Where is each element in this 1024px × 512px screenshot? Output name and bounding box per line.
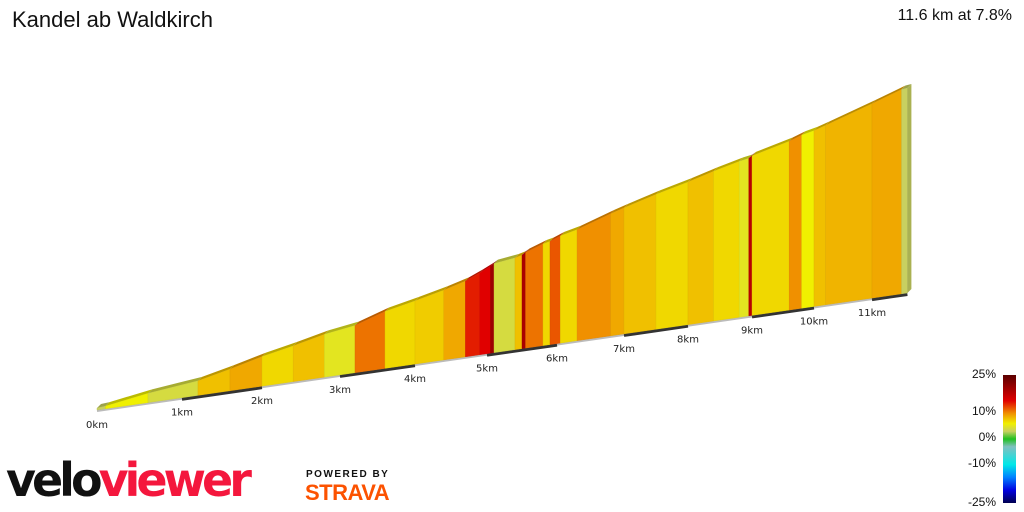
- profile-segment: [713, 161, 740, 322]
- segment-top-face: [324, 321, 359, 335]
- profile-segment: [261, 345, 294, 387]
- profile-segment: [465, 272, 480, 358]
- profile-segment: [801, 130, 815, 309]
- scale-label-0: 0%: [978, 430, 996, 444]
- segment-top-face: [543, 237, 554, 244]
- segment-top-face: [624, 190, 660, 208]
- profile-segment: [748, 155, 753, 317]
- segment-top-face: [752, 137, 794, 156]
- segment-top-face: [293, 330, 329, 346]
- profile-segment: [493, 257, 516, 353]
- km-band: [339, 364, 416, 378]
- segment-top-face: [801, 126, 818, 136]
- profile-segment: [354, 311, 386, 373]
- segment-top-face: [105, 389, 152, 407]
- profile-segment: [293, 334, 325, 382]
- profile-segment: [479, 265, 491, 355]
- segment-top-face: [560, 225, 582, 236]
- segment-top-face: [525, 239, 547, 253]
- segment-top-face: [479, 262, 495, 273]
- profile-segment: [542, 241, 551, 346]
- km-band: [181, 386, 263, 401]
- x-tick-label: 10km: [800, 316, 828, 327]
- km-band: [871, 293, 908, 302]
- profile-end-face: [907, 84, 912, 293]
- segment-top-face: [415, 286, 448, 301]
- profile-segment: [560, 229, 578, 344]
- segment-top-face: [550, 231, 565, 242]
- segment-top-face: [148, 376, 202, 394]
- segment-top-face: [610, 203, 628, 214]
- profile-segment: [525, 243, 544, 349]
- scale-label-10: 10%: [971, 404, 996, 418]
- profile-segment: [443, 280, 466, 361]
- segment-top-face: [656, 178, 692, 195]
- profile-segment: [610, 207, 625, 337]
- x-tick-label: 3km: [329, 385, 351, 396]
- profile-segment: [549, 235, 561, 345]
- profile-segment: [901, 87, 908, 295]
- segment-top-face: [789, 131, 806, 142]
- x-tick-label: 2km: [251, 396, 273, 407]
- km-band: [486, 343, 558, 357]
- segment-top-face: [814, 121, 830, 131]
- profile-segment: [739, 158, 749, 318]
- segment-top-face: [522, 248, 530, 256]
- gradient-color-scale: [1003, 375, 1016, 503]
- km-band: [751, 306, 815, 319]
- segment-top-face: [688, 167, 718, 183]
- profile-segment: [490, 263, 495, 354]
- segment-top-face: [739, 154, 753, 162]
- veloviewer-logo: veloviewer: [6, 453, 252, 507]
- profile-segment: [789, 134, 802, 311]
- segment-top-face: [262, 341, 298, 357]
- segment-top-face: [230, 352, 266, 370]
- powered-by-label: POWERED BY: [306, 469, 390, 480]
- x-tick-label: 5km: [476, 364, 498, 375]
- scale-label-neg25: -25%: [967, 495, 996, 509]
- segment-top-face: [465, 268, 484, 282]
- segment-top-face: [713, 157, 744, 172]
- segment-top-face: [515, 251, 526, 258]
- segment-top-face: [901, 84, 912, 90]
- x-tick-label: 9km: [741, 325, 763, 336]
- profile-segment: [324, 325, 356, 378]
- profile-segment: [871, 89, 902, 299]
- x-tick-label: 8km: [677, 335, 699, 346]
- segment-top-face: [872, 85, 906, 104]
- climb-summary: 11.6 km at 7.8%: [897, 7, 1012, 24]
- segment-top-face: [825, 99, 876, 126]
- strava-logo: STRAVA: [305, 480, 390, 505]
- profile-segment: [655, 181, 689, 330]
- profile-segment: [514, 254, 523, 350]
- profile-segment: [521, 252, 526, 349]
- profile-segment: [751, 140, 790, 316]
- profile-segment: [384, 300, 416, 369]
- profile-segment: [813, 125, 826, 307]
- scale-label-neg10: -10%: [967, 456, 996, 470]
- segment-top-face: [355, 307, 389, 326]
- km-band: [623, 324, 689, 337]
- profile-segment: [825, 103, 873, 306]
- segment-top-face: [443, 277, 470, 291]
- segment-top-face: [577, 209, 615, 230]
- climb-title: Kandel ab Waldkirch: [12, 7, 213, 32]
- x-tick-label: 0km: [86, 420, 108, 431]
- x-tick-label: 4km: [404, 374, 426, 385]
- profile-segment: [414, 289, 444, 365]
- profile-segment: [687, 170, 714, 325]
- x-tick-label: 11km: [858, 308, 886, 319]
- segment-top-face: [494, 253, 519, 264]
- scale-label-25: 25%: [971, 367, 996, 381]
- segment-top-face: [385, 296, 419, 312]
- x-tick-label: 7km: [613, 344, 635, 355]
- profile-segment: [623, 194, 657, 335]
- x-tick-label: 1km: [171, 408, 193, 419]
- segment-top-face: [198, 365, 234, 381]
- profile-segment: [576, 213, 611, 341]
- x-tick-label: 6km: [546, 354, 568, 365]
- segment-top-face: [97, 402, 110, 408]
